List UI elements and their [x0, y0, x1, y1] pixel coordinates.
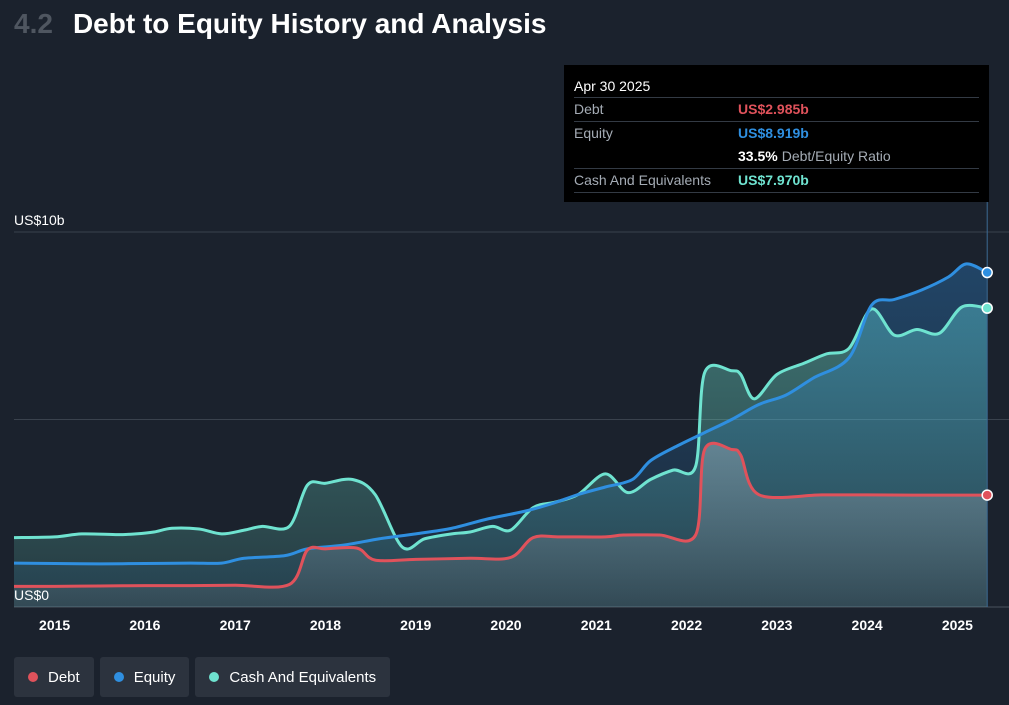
tooltip-cash-value: US$7.970b: [738, 172, 809, 188]
x-tick-label: 2018: [310, 617, 341, 633]
x-tick-label: 2024: [852, 617, 883, 633]
legend-label-equity: Equity: [133, 668, 176, 686]
x-tick-label: 2015: [39, 617, 70, 633]
tooltip-date: Apr 30 2025: [574, 75, 979, 98]
y-tick-label: US$10b: [14, 212, 65, 228]
tooltip-equity-label: Equity: [574, 125, 613, 141]
page-title: Debt to Equity History and Analysis: [72, 8, 547, 39]
tooltip-ratio-value: 33.5%: [738, 148, 778, 164]
x-tick-label: 2019: [400, 617, 431, 633]
debt-dot-icon: [28, 672, 38, 682]
tooltip-debt-row: Debt US$2.985b: [574, 98, 979, 122]
debt-area: [14, 443, 988, 607]
x-tick-label: 2021: [581, 617, 612, 633]
tooltip-equity-row: Equity US$8.919b: [574, 122, 979, 145]
tooltip-ratio-row: 33.5% Debt/Equity Ratio: [574, 145, 979, 169]
y-tick-label: US$0: [14, 587, 49, 603]
chart-tooltip: Apr 30 2025 Debt US$2.985b Equity US$8.9…: [564, 65, 989, 202]
tooltip-debt-value: US$2.985b: [738, 101, 809, 117]
x-tick-label: 2020: [490, 617, 521, 633]
header: 4.2 Debt to Equity History and Analysis: [14, 8, 546, 48]
section-number: 4.2: [14, 8, 53, 39]
tooltip-cash-label: Cash And Equivalents: [574, 172, 711, 188]
tooltip-debt-label: Debt: [574, 101, 604, 117]
tooltip-equity-value: US$8.919b: [738, 125, 809, 141]
x-tick-label: 2023: [761, 617, 792, 633]
debt-series-line[interactable]: [13, 441, 988, 589]
equity-series-line[interactable]: [13, 262, 988, 566]
cash-dot-icon: [209, 672, 220, 682]
legend-label-cash: Cash And Equivalents: [229, 668, 377, 686]
tooltip-cash-row: Cash And Equivalents US$7.970b: [574, 169, 979, 193]
equity-dot-icon: [113, 672, 124, 682]
legend-item-equity[interactable]: Equity: [99, 657, 190, 697]
x-tick-label: 2025: [942, 617, 973, 633]
legend-item-debt[interactable]: Debt: [14, 657, 94, 697]
x-tick-label: 2022: [671, 617, 702, 633]
tooltip-ratio-label: Debt/Equity Ratio: [781, 148, 891, 164]
cash-latest-point[interactable]: [981, 302, 993, 314]
legend-label-debt: Debt: [48, 668, 80, 686]
tooltip-ratio-spacer: [574, 145, 738, 168]
debt-latest-point[interactable]: [981, 489, 993, 501]
chart-legend: Debt Equity Cash And Equivalents: [14, 657, 391, 697]
cash-series-line[interactable]: [13, 303, 988, 551]
x-tick-label: 2017: [220, 617, 251, 633]
x-tick-label: 2016: [129, 617, 160, 633]
equity-latest-point[interactable]: [981, 266, 993, 279]
legend-item-cash[interactable]: Cash And Equivalents: [195, 657, 391, 697]
